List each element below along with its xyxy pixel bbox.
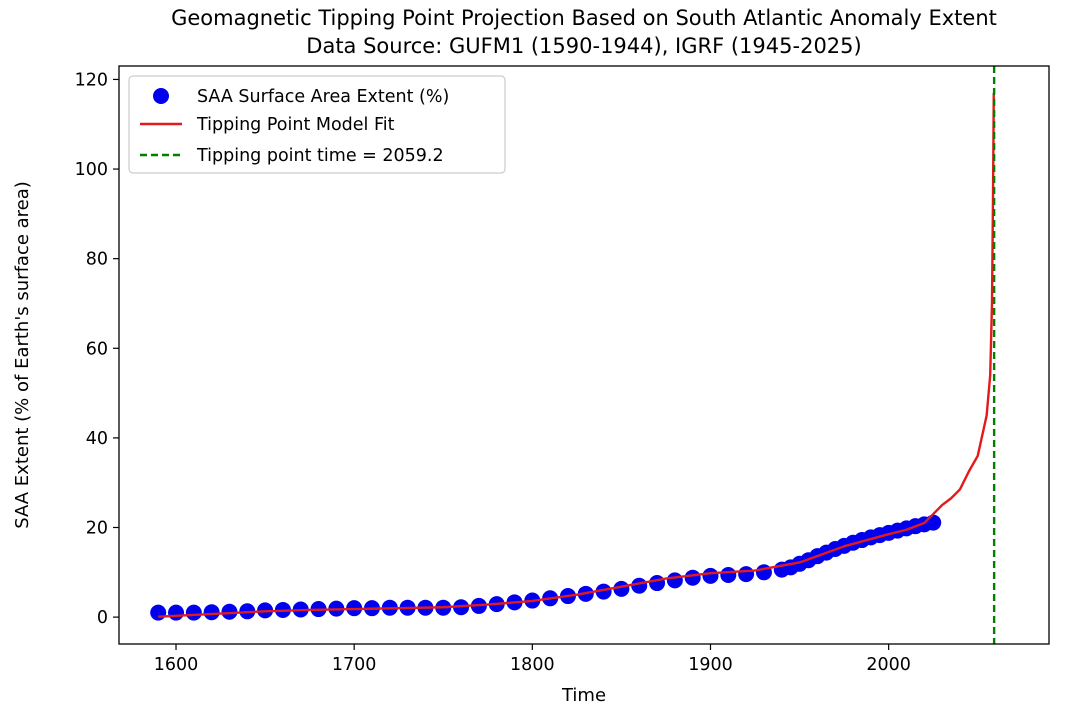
y-tick-label: 0	[97, 608, 108, 628]
axis-ticks: 1600 1700 1800 1900 2000 0 20 40 60 80 100 120	[75, 70, 911, 675]
plot-frame	[118, 65, 1050, 645]
scatter-point	[595, 583, 612, 600]
chart-subtitle: Data Source: GUFM1 (1590-1944), IGRF (19…	[306, 34, 861, 58]
legend: SAA Surface Area Extent (%) Tipping Poin…	[128, 75, 506, 174]
legend-label-fit: Tipping Point Model Fit	[196, 115, 395, 135]
plot-area	[150, 66, 996, 644]
scatter-point	[631, 577, 648, 594]
scatter-point	[738, 566, 755, 583]
y-tick-label: 100	[75, 160, 108, 180]
scatter-point	[666, 572, 683, 589]
y-tick-label: 60	[86, 339, 108, 359]
scatter-point	[221, 603, 238, 620]
x-tick-label: 1900	[688, 655, 733, 675]
y-tick-label: 20	[86, 519, 108, 539]
scatter-point	[150, 604, 167, 621]
y-tick-label: 40	[86, 429, 108, 449]
legend-box	[128, 75, 506, 174]
legend-label-scatter: SAA Surface Area Extent (%)	[197, 87, 449, 107]
x-tick-label: 2000	[866, 655, 911, 675]
chart-title: Geomagnetic Tipping Point Projection Bas…	[171, 6, 997, 30]
y-tick-label: 80	[86, 250, 108, 270]
scatter-point	[649, 575, 666, 592]
x-axis-label: Time	[561, 685, 606, 706]
y-axis-label: SAA Extent (% of Earth's surface area)	[12, 181, 33, 529]
y-tick-label: 120	[75, 70, 108, 90]
model-fit-line	[158, 92, 995, 618]
scatter-point	[720, 567, 737, 583]
x-tick-label: 1600	[154, 655, 199, 675]
legend-label-tipping: Tipping point time = 2059.2	[196, 146, 444, 166]
scatter-point	[168, 604, 185, 621]
x-tick-label: 1700	[332, 655, 377, 675]
legend-marker-scatter	[153, 88, 169, 104]
x-tick-label: 1800	[510, 655, 555, 675]
scatter-point	[185, 604, 202, 621]
scatter-point	[203, 604, 220, 621]
scatter-point	[613, 580, 630, 597]
scatter-point	[684, 569, 701, 586]
scatter-point	[702, 567, 719, 584]
scatter-point	[925, 514, 942, 531]
